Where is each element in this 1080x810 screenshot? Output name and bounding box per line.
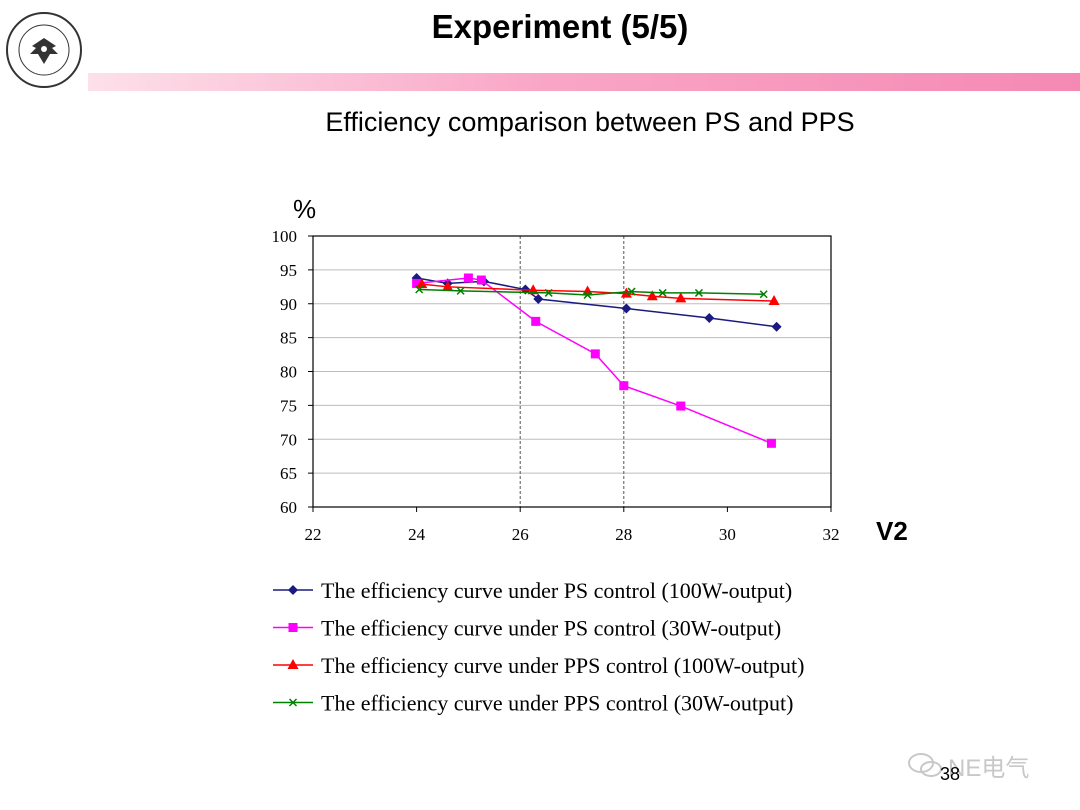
y-tick-label: 70 [280, 430, 297, 449]
data-point-s3 [646, 290, 658, 301]
data-point-s4 [415, 285, 424, 294]
x-tick-label: 24 [408, 525, 426, 544]
y-tick-label: 75 [280, 396, 297, 415]
y-tick-label: 90 [280, 295, 297, 314]
x-marker-stroke [694, 288, 703, 297]
data-point-s2 [476, 275, 486, 285]
x-marker-stroke [415, 285, 424, 294]
series-line-2 [416, 277, 772, 445]
wechat-icon [908, 753, 942, 777]
series-line-3 [421, 283, 775, 302]
x-tick-label: 30 [719, 525, 736, 544]
legend-label-1: The efficiency curve under PS control (1… [321, 578, 792, 603]
data-point-s4 [627, 287, 636, 296]
y-tick-label: 80 [280, 363, 297, 382]
x-marker-stroke [658, 288, 667, 297]
slide-title: Experiment (5/5) [431, 8, 689, 45]
data-point-s3 [442, 280, 454, 291]
y-tick-label: 60 [280, 498, 297, 517]
data-point-s1 [533, 294, 544, 305]
data-point-s2 [463, 273, 473, 283]
legend-marker-1 [288, 585, 298, 595]
x-tick-label: 22 [305, 525, 322, 544]
data-point-s2 [676, 401, 686, 411]
data-point-s1 [621, 303, 632, 314]
x-axis-label: V2 [876, 516, 908, 546]
y-tick-label: 85 [280, 329, 297, 348]
data-point-s3 [416, 278, 428, 289]
x-tick-label: 28 [615, 525, 632, 544]
x-marker-stroke [544, 288, 553, 297]
data-point-s2 [590, 349, 600, 359]
legend-label-4: The efficiency curve under PPS control (… [321, 691, 793, 716]
legend-label-2: The efficiency curve under PS control (3… [321, 616, 781, 641]
data-point-s1 [704, 312, 715, 323]
legend-marker-4 [288, 698, 298, 707]
x-tick-label: 26 [512, 525, 529, 544]
data-point-s2 [619, 381, 629, 391]
data-point-s2 [766, 438, 776, 448]
legend-marker-3 [287, 659, 299, 669]
legend-label-3: The efficiency curve under PPS control (… [321, 653, 804, 678]
x-marker-stroke [759, 290, 768, 299]
data-point-s4 [456, 286, 465, 295]
x-marker-stroke [583, 290, 592, 299]
data-point-s3 [768, 295, 780, 306]
y-axis-label: % [293, 194, 316, 224]
data-point-s4 [544, 288, 553, 297]
data-point-s4 [694, 288, 703, 297]
wechat-brand-label: NE电气 [948, 755, 1030, 782]
accent-bar [88, 73, 1080, 91]
data-point-s2 [412, 278, 422, 288]
legend-marker-2 [288, 623, 298, 632]
university-seal-logo [6, 12, 82, 88]
x-tick-label: 32 [823, 525, 840, 544]
series-line-4 [419, 288, 764, 296]
y-tick-label: 65 [280, 464, 297, 483]
y-tick-label: 100 [272, 227, 298, 246]
x-marker-stroke [288, 698, 298, 707]
data-point-s4 [583, 290, 592, 299]
slide-subtitle: Efficiency comparison between PS and PPS [325, 107, 855, 137]
series-line-1 [416, 277, 777, 328]
data-point-s4 [658, 288, 667, 297]
data-point-s2 [531, 316, 541, 326]
y-tick-label: 95 [280, 261, 297, 280]
data-point-s3 [675, 292, 687, 303]
x-marker-stroke [456, 286, 465, 295]
data-point-s4 [759, 290, 768, 299]
x-marker-stroke [627, 287, 636, 296]
page-number: 38 [940, 764, 961, 784]
data-point-s1 [771, 321, 782, 332]
wechat-watermark [905, 745, 1065, 785]
data-point-s3 [527, 284, 539, 295]
